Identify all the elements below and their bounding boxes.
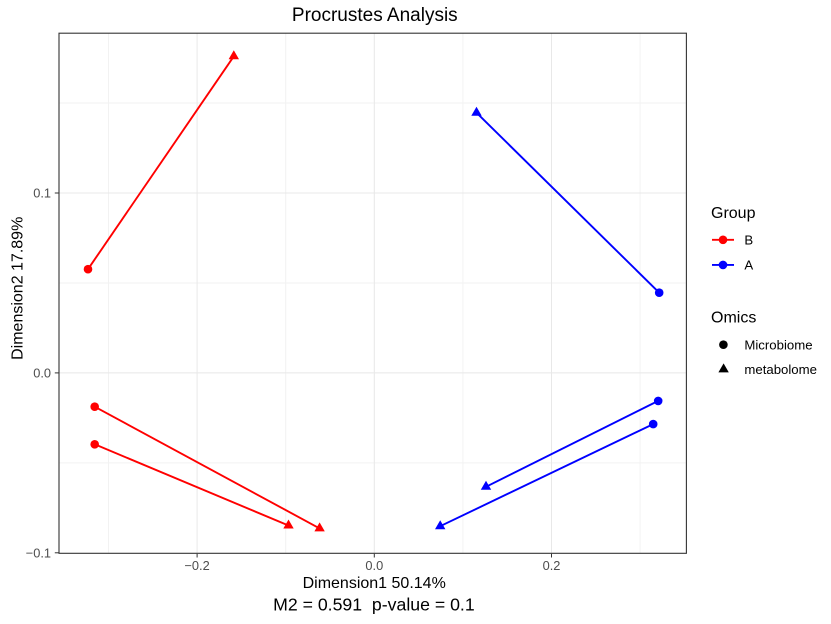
svg-text:Group: Group <box>711 205 756 222</box>
svg-text:B: B <box>744 233 753 248</box>
svg-text:Procrustes Analysis: Procrustes Analysis <box>292 5 458 26</box>
svg-text:metabolome: metabolome <box>744 362 817 377</box>
svg-text:Dimension1 50.14%: Dimension1 50.14% <box>303 575 446 592</box>
svg-text:A: A <box>744 258 753 273</box>
svg-text:Microbiome: Microbiome <box>744 337 812 352</box>
svg-text:Dimension2 17.89%: Dimension2 17.89% <box>10 217 27 360</box>
svg-text:0.2: 0.2 <box>543 558 561 573</box>
svg-text:−0.1: −0.1 <box>26 545 51 560</box>
svg-text:0.0: 0.0 <box>365 558 383 573</box>
svg-text:0.0: 0.0 <box>33 365 51 380</box>
svg-text:−0.2: −0.2 <box>184 558 209 573</box>
svg-text:Omics: Omics <box>711 309 756 326</box>
svg-text:M2 = 0.591 p-value = 0.1: M2 = 0.591 p-value = 0.1 <box>273 595 475 615</box>
svg-text:0.1: 0.1 <box>33 186 51 201</box>
